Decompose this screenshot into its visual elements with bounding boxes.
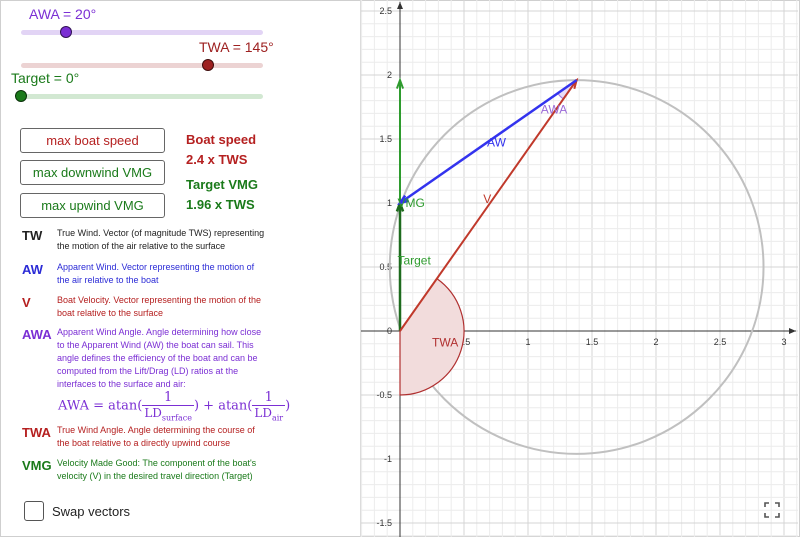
swap-vectors-checkbox[interactable] xyxy=(24,501,44,521)
panel-divider xyxy=(360,0,361,537)
formula-ld-1: LD xyxy=(144,406,162,420)
formula-ld-2: LD xyxy=(254,406,272,420)
definition-aw-text: Apparent Wind. Vector representing the m… xyxy=(57,262,255,285)
vmg-graph-label: VMG xyxy=(397,196,424,210)
awa-graph-label: AWA xyxy=(541,102,567,116)
formula-atan-1: atan xyxy=(108,398,138,414)
y-tick-label: 0.5 xyxy=(379,262,392,272)
y-tick-label: -1.5 xyxy=(376,518,392,528)
definition-awa-abbr: AWA xyxy=(22,327,52,342)
formula-sub-surface: surface xyxy=(161,413,192,423)
awa-slider-track[interactable] xyxy=(21,30,263,35)
y-tick-label: 2.5 xyxy=(379,6,392,16)
vmg-vector-head xyxy=(395,77,405,89)
grid xyxy=(361,0,798,537)
x-tick-label: 0.5 xyxy=(458,337,471,347)
awa-slider-handle[interactable] xyxy=(60,26,72,38)
max-upwind-vmg-button[interactable]: max upwind VMG xyxy=(20,193,165,218)
target-slider-handle[interactable] xyxy=(15,90,27,102)
boat-speed-value: 2.4 x TWS xyxy=(186,152,248,167)
formula-sub-air: air xyxy=(271,413,284,423)
definition-tw-abbr: TW xyxy=(22,228,43,243)
boat-speed-readout: Boat speed 2.4 x TWS xyxy=(186,130,256,170)
formula-plus: + xyxy=(199,398,219,414)
aw-graph-label: AW xyxy=(487,136,507,150)
max-downwind-vmg-button[interactable]: max downwind VMG xyxy=(20,160,165,185)
x-tick-label: 3 xyxy=(781,337,786,347)
twa-graph-label: TWA xyxy=(432,335,458,349)
awa-formula: AWA = atan(1 LDsurface) + atan(1 LDair) xyxy=(58,390,291,423)
y-tick-label: -0.5 xyxy=(376,390,392,400)
velocity-vector xyxy=(399,79,578,332)
definition-awa-text: Apparent Wind Angle. Angle determining h… xyxy=(57,327,262,389)
awa-slider-label: AWA = 20° xyxy=(29,6,97,22)
formula-lhs: AWA = xyxy=(58,398,109,414)
max-boat-speed-button[interactable]: max boat speed xyxy=(20,128,165,153)
x-tick-label: 2.5 xyxy=(714,337,727,347)
tick-labels: 0.5 1 1.5 2 2.5 3 2.5 2 1.5 1 0.5 0 -0.5 -1 -1.5 xyxy=(376,6,786,528)
twa-angle-sector xyxy=(399,277,465,396)
y-tick-label: 2 xyxy=(387,70,392,80)
fullscreen-icon[interactable] xyxy=(762,500,782,520)
definition-aw-abbr: AW xyxy=(22,262,43,277)
target-slider[interactable]: Target = 0° xyxy=(0,70,300,105)
x-tick-label: 1.5 xyxy=(586,337,599,347)
graphics-view[interactable]: 0.5 1 1.5 2 2.5 32.521.510.50-0.5-1-1.5 AWAAW… xyxy=(361,0,798,537)
twa-slider-label: TWA = 145° xyxy=(199,39,274,55)
formula-atan-2: atan xyxy=(218,398,248,414)
figure: AWA AW V VMG Target TWA xyxy=(388,77,765,455)
definition-twa-text: True Wind Angle. Angle determining the c… xyxy=(57,425,255,448)
y-tick-label: -1 xyxy=(384,454,392,464)
y-tick-label: 0 xyxy=(387,326,392,336)
twa-slider-track[interactable] xyxy=(21,63,263,68)
target-vmg-title: Target VMG xyxy=(186,177,258,192)
y-tick-label: 1.5 xyxy=(379,134,392,144)
target-slider-label: Target = 0° xyxy=(11,70,80,86)
x-tick-label: 1 xyxy=(525,337,530,347)
awa-slider[interactable]: AWA = 20° xyxy=(0,0,300,40)
target-graph-label: Target xyxy=(397,253,431,267)
definition-vmg-abbr: VMG xyxy=(22,458,52,473)
axes xyxy=(361,2,796,537)
x-axis-arrow xyxy=(789,328,796,334)
twa-slider-handle[interactable] xyxy=(202,59,214,71)
x-tick-label: 2 xyxy=(653,337,658,347)
target-vmg-readout: Target VMG 1.96 x TWS xyxy=(186,175,258,215)
formula-num-2: 1 xyxy=(252,390,286,406)
v-graph-label: V xyxy=(483,192,491,206)
apparent-wind-vector-head xyxy=(397,194,410,206)
target-vmg-value: 1.96 x TWS xyxy=(186,197,255,212)
y-tick-label: 1 xyxy=(387,198,392,208)
boat-speed-title: Boat speed xyxy=(186,132,257,147)
definition-v-abbr: V xyxy=(22,295,31,310)
definition-v-text: Boat Velocity. Vector representing the m… xyxy=(57,295,261,318)
definition-tw-text: True Wind. Vector (of magnitude TWS) rep… xyxy=(57,228,265,251)
y-axis-arrow xyxy=(397,2,403,9)
swap-vectors-label[interactable]: Swap vectors xyxy=(52,504,131,519)
definition-twa-abbr: TWA xyxy=(22,425,51,440)
apparent-wind-vector xyxy=(399,79,578,205)
formula-num-1: 1 xyxy=(142,390,194,406)
definition-vmg-text: Velocity Made Good: The component of the… xyxy=(57,458,257,481)
target-slider-track[interactable] xyxy=(21,94,263,99)
twa-slider[interactable]: TWA = 145° xyxy=(0,39,300,71)
